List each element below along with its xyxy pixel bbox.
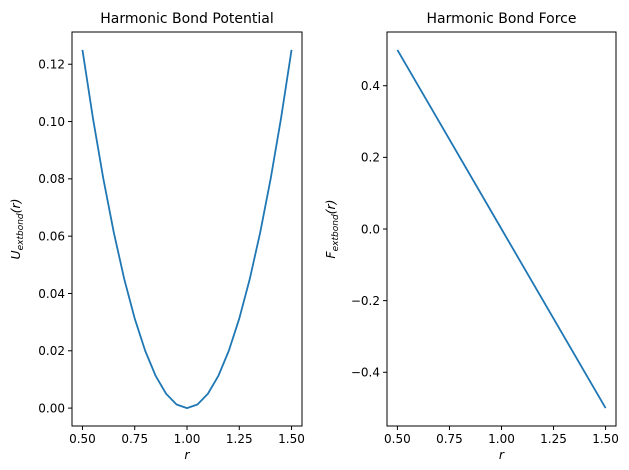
- plot-frame: [71, 31, 303, 427]
- y-tick-label: −0.4: [351, 366, 380, 380]
- subplot-2: Harmonic Bond Force 0.50 0.75 1.00 1.25 1.50 −…: [323, 11, 619, 462]
- x-axis-label: r: [184, 447, 190, 462]
- y-axis-label: Fextbond(r): [323, 199, 341, 258]
- x-tick-label: 0.50: [69, 432, 96, 446]
- y-axis-label: Uextbond(r): [8, 198, 26, 259]
- x-tick-label: 1.00: [174, 432, 201, 446]
- y-tick-label: 0.06: [38, 229, 65, 243]
- x-tick-label: 1.50: [278, 432, 305, 446]
- subplot-title: Harmonic Bond Force: [427, 11, 577, 27]
- x-tick-label: 0.75: [121, 432, 148, 446]
- y-tick-label: 0.0: [361, 222, 380, 236]
- subplot-1: Harmonic Bond Potential 0.50 0.75 1.00 1.25 1…: [8, 11, 305, 462]
- x-tick-label: 0.75: [436, 432, 463, 446]
- x-tick-label: 1.00: [488, 432, 515, 446]
- x-tick-label: 1.25: [226, 432, 253, 446]
- y-tick-label: 0.4: [361, 79, 380, 93]
- series-line: [396, 49, 607, 409]
- x-tick-label: 1.25: [540, 432, 567, 446]
- x-tick-label: 0.50: [384, 432, 411, 446]
- x-tick-label: 1.50: [592, 432, 619, 446]
- x-axis-label: r: [499, 447, 505, 462]
- y-tick-label: 0.00: [38, 401, 65, 415]
- y-tick-label: 0.04: [38, 287, 65, 301]
- y-tick-label: 0.2: [361, 151, 380, 165]
- series-line: [81, 49, 293, 409]
- y-tick-label: 0.10: [38, 115, 65, 129]
- y-tick-label: 0.08: [38, 172, 65, 186]
- subplot-title: Harmonic Bond Potential: [100, 11, 273, 27]
- y-tick-label: 0.12: [38, 58, 65, 72]
- y-tick-label: 0.02: [38, 344, 65, 358]
- y-tick-label: −0.2: [351, 294, 380, 308]
